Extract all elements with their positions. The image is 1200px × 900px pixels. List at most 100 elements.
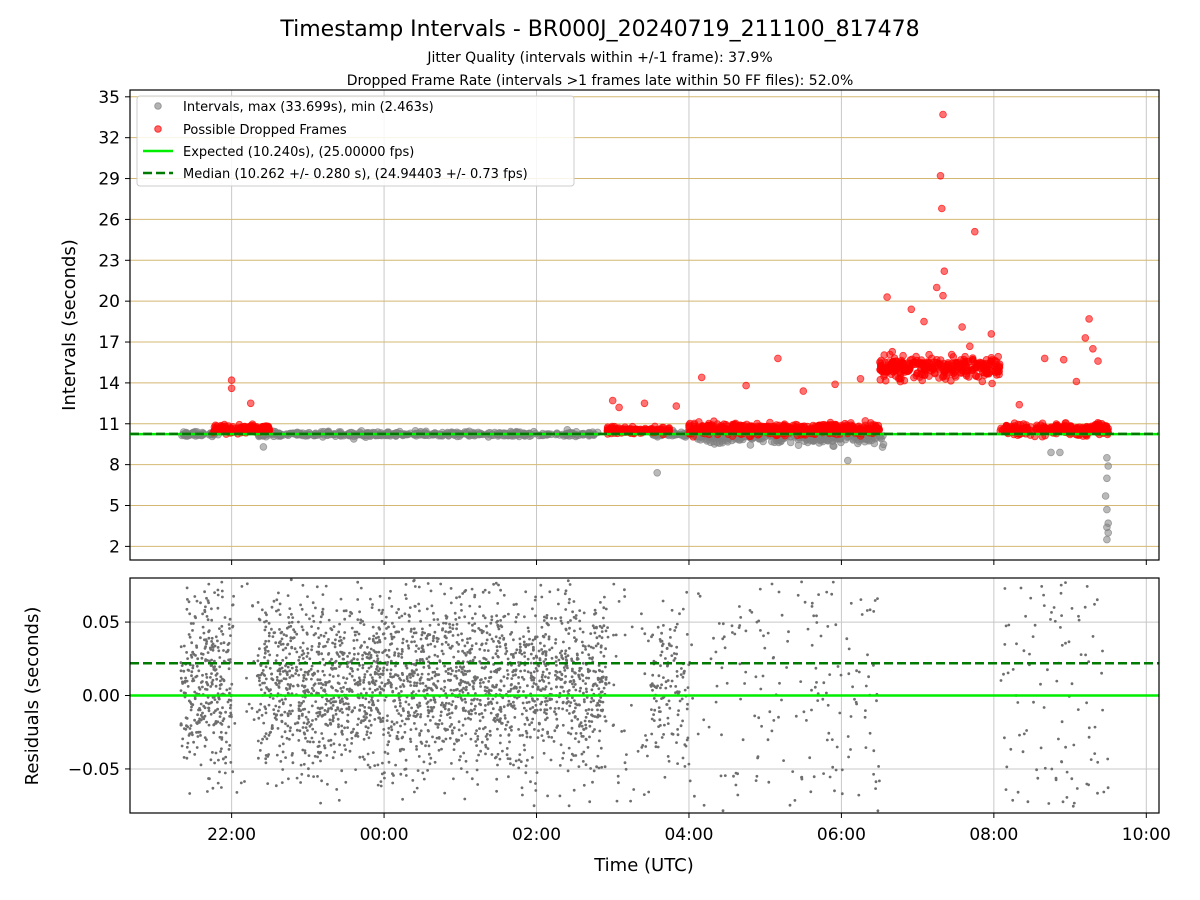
residual-point	[475, 768, 479, 772]
residual-point	[579, 686, 582, 690]
residual-point	[203, 714, 207, 718]
residual-point	[340, 724, 344, 728]
residual-point	[267, 631, 271, 635]
residual-point	[499, 705, 502, 709]
residual-point	[425, 607, 429, 611]
residual-point	[179, 689, 183, 692]
residual-point	[339, 687, 343, 690]
residual-point	[597, 664, 601, 667]
residual-point	[366, 645, 369, 649]
residual-point	[505, 649, 509, 653]
residual-point	[542, 660, 546, 664]
dropped-frame-point	[964, 373, 973, 381]
residual-point	[408, 672, 412, 676]
residual-point	[420, 672, 424, 676]
residual-point	[429, 698, 433, 702]
intervals-grid	[130, 90, 1159, 560]
dropped-frame-point	[818, 422, 827, 431]
residual-point	[278, 613, 282, 616]
residual-point	[568, 712, 571, 715]
residual-point	[599, 601, 602, 604]
residual-point	[464, 688, 468, 692]
residual-point	[338, 665, 341, 668]
residual-point	[451, 627, 455, 630]
residual-point	[510, 725, 513, 728]
residual-point	[306, 647, 309, 651]
residual-point	[427, 666, 431, 670]
residual-point	[295, 650, 299, 654]
residual-point	[425, 657, 429, 661]
residual-point	[588, 735, 591, 739]
residual-point	[418, 609, 421, 613]
residual-point	[617, 781, 620, 785]
residual-point	[540, 595, 544, 599]
residual-point	[540, 625, 544, 629]
residual-point	[316, 706, 320, 710]
residual-point	[469, 708, 473, 712]
residual-point	[436, 655, 440, 658]
residual-point	[297, 707, 301, 710]
residual-point	[391, 689, 395, 693]
residual-point	[559, 685, 563, 689]
residual-point	[398, 701, 402, 705]
residual-point	[288, 669, 292, 673]
residual-point	[186, 657, 190, 660]
residual-point	[427, 655, 431, 659]
residual-point	[358, 678, 362, 682]
residual-point	[529, 652, 533, 656]
residual-point	[324, 631, 328, 635]
residual-point	[435, 686, 439, 690]
dropped-frame-point	[887, 359, 896, 368]
dropped-frame-point	[799, 387, 808, 395]
residual-point	[210, 658, 214, 662]
residual-point	[426, 714, 430, 718]
residual-point	[431, 735, 434, 739]
residual-point	[316, 714, 320, 718]
residual-point	[195, 646, 199, 649]
residual-point	[364, 652, 368, 656]
residual-point	[297, 701, 301, 704]
residual-point	[567, 601, 571, 605]
residual-point	[565, 659, 569, 663]
residual-point	[259, 673, 262, 677]
residual-point	[199, 763, 203, 767]
residual-point	[326, 710, 329, 714]
dropped-frame-point	[920, 317, 928, 326]
residual-point	[531, 717, 535, 721]
dropped-frame-point	[213, 422, 221, 431]
residual-point	[488, 633, 492, 637]
residual-point	[472, 687, 475, 691]
residual-point	[350, 736, 354, 740]
residual-point	[439, 582, 443, 586]
residual-point	[660, 683, 663, 687]
residual-point	[200, 652, 203, 656]
residual-point	[489, 733, 492, 737]
residual-point	[581, 661, 585, 665]
residual-point	[394, 763, 397, 767]
residual-point	[443, 685, 447, 689]
residual-point	[510, 683, 513, 686]
residual-point	[282, 677, 286, 680]
residual-point	[368, 713, 372, 717]
residual-point	[316, 626, 320, 630]
residual-point	[563, 652, 567, 655]
residual-point	[203, 647, 207, 650]
residual-point	[559, 743, 563, 747]
residual-point	[381, 669, 385, 672]
residual-point	[492, 640, 495, 643]
residual-point	[475, 729, 478, 732]
residual-point	[574, 671, 577, 675]
dropped-frame-point	[1002, 422, 1011, 430]
residual-point	[439, 714, 443, 717]
residual-point	[245, 710, 249, 713]
residual-point	[375, 706, 378, 710]
residual-point	[343, 744, 346, 747]
residual-point	[199, 734, 202, 737]
residual-point	[555, 663, 558, 667]
residual-point	[385, 653, 389, 657]
residual-point	[427, 686, 431, 690]
residual-point	[219, 730, 223, 734]
residual-point	[264, 754, 268, 757]
residual-point	[482, 727, 485, 731]
residual-point	[601, 708, 605, 712]
